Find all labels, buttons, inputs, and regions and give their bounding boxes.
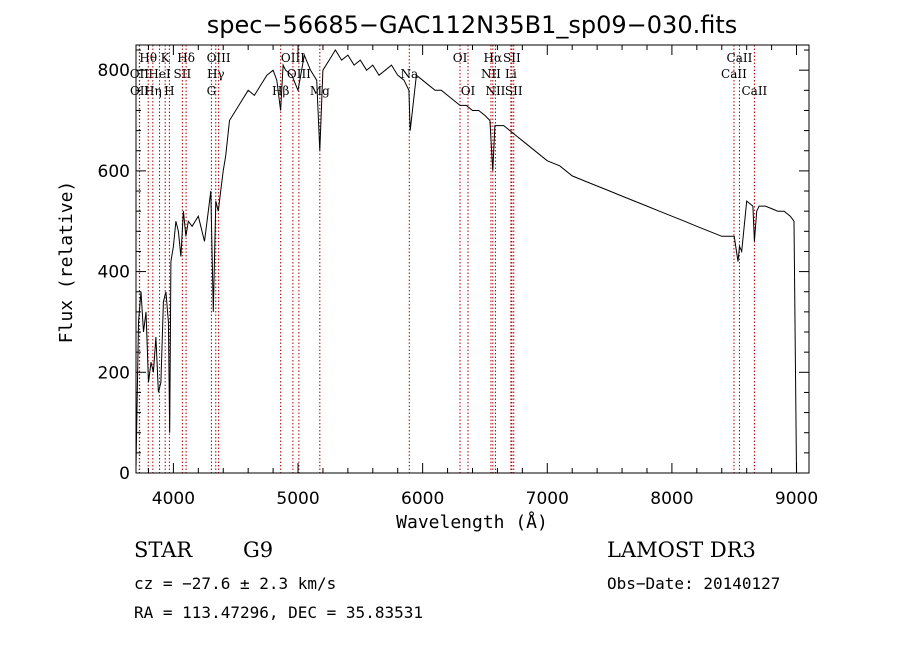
spectral-line-label: Mg (310, 84, 330, 98)
spectral-line-label: OI (461, 84, 476, 98)
spectral-line-label: Hα (484, 51, 503, 65)
spectral-line-label: OII (130, 67, 150, 81)
y-axis-ticks: 0 200 400 600 800 (98, 49, 809, 484)
spectral-line-label: Hβ (272, 84, 289, 98)
spectral-line-label: Na (400, 67, 418, 81)
spectral-line-label: G (207, 84, 217, 98)
spectral-line-label: SII (503, 51, 521, 65)
y-tick-label: 200 (98, 363, 130, 383)
x-tick-label: 4000 (152, 489, 195, 509)
spectral-line-label: CaII (741, 84, 767, 98)
spectral-line-label: OI (453, 51, 468, 65)
spectral-line-label: Hγ (207, 67, 225, 81)
spectral-line-label: Li (505, 67, 517, 81)
spectral-line-label: H (164, 84, 174, 98)
x-axis-label: Wavelength (Å) (396, 511, 548, 533)
object-class: STAR (134, 538, 193, 562)
spectral-line-label: Hθ (139, 51, 157, 65)
x-tick-label: 6000 (401, 489, 444, 509)
x-tick-label: 8000 (650, 489, 693, 509)
y-tick-label: 600 (98, 162, 130, 182)
spectral-line-label: OII (130, 84, 150, 98)
spectral-line-label: NII (481, 67, 501, 81)
spectral-line-markers (138, 45, 755, 473)
y-tick-label: 0 (119, 464, 130, 484)
spectrum-line (135, 49, 797, 474)
spectral-line-label: CaII (727, 51, 753, 65)
spectral-line-label: Hη (144, 84, 162, 98)
spectral-line-label: HeI (148, 67, 171, 81)
y-tick-label: 400 (98, 263, 130, 283)
spectral-line-label: Hδ (177, 51, 195, 65)
x-tick-label: 5000 (276, 489, 319, 509)
x-tick-label: 7000 (526, 489, 569, 509)
x-tick-label: 9000 (775, 489, 818, 509)
spectral-line-label: OIII (207, 51, 231, 65)
survey-name: LAMOST DR3 (607, 538, 756, 562)
chart-title: spec−56685−GAC112N35B1_sp09−030.fits (207, 11, 738, 39)
y-axis-label: Flux (relative) (56, 181, 77, 344)
observation-date: Obs−Date: 20140127 (607, 574, 781, 593)
spectral-line-label: CaII (721, 67, 747, 81)
object-subclass: G9 (243, 538, 274, 562)
spectral-line-label: SII (505, 84, 523, 98)
coordinates: RA = 113.47296, DEC = 35.83531 (134, 603, 423, 622)
spectral-line-label: OIII (281, 51, 305, 65)
redshift-cz: cz = −27.6 ± 2.3 km/s (134, 574, 337, 593)
y-tick-label: 800 (98, 61, 130, 81)
spectral-line-label: NII (485, 84, 505, 98)
spectral-line-label: K (161, 51, 171, 65)
spectral-line-label: SII (174, 67, 192, 81)
x-axis-ticks: 4000 5000 6000 7000 8000 9000 (147, 45, 818, 509)
